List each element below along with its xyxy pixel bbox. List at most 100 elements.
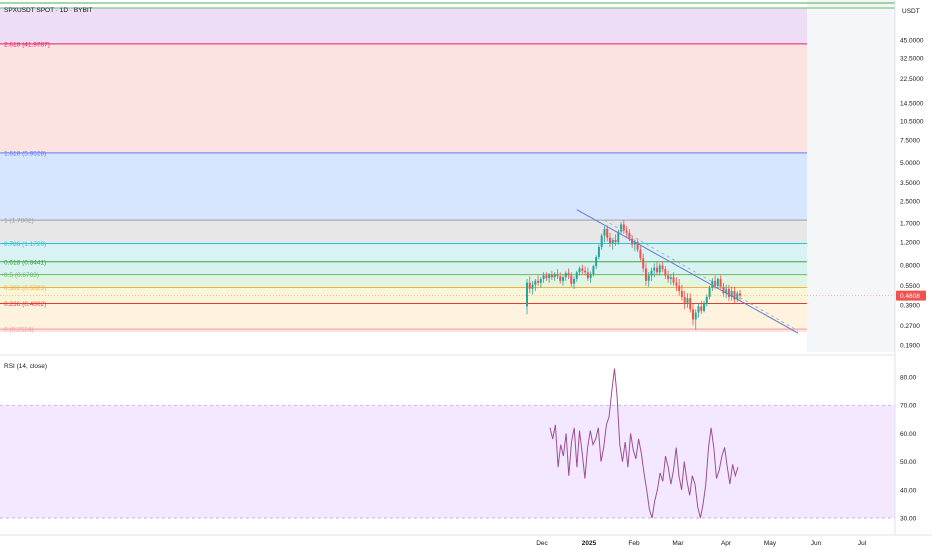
fib-level-label: 0.236 (0.4002) bbox=[4, 301, 46, 308]
candle-body bbox=[614, 239, 617, 243]
candle-body bbox=[739, 293, 741, 296]
candle-body bbox=[631, 238, 634, 245]
rsi-tick-label: 70.00 bbox=[900, 403, 917, 410]
price-tick-label: 22.5000 bbox=[900, 76, 924, 83]
candle-body bbox=[628, 232, 631, 239]
time-tick-label: May bbox=[764, 540, 777, 547]
candle-body bbox=[633, 242, 636, 245]
candle-body bbox=[683, 296, 686, 304]
candle-body bbox=[592, 266, 595, 274]
candle bbox=[644, 263, 647, 286]
candle-body bbox=[727, 288, 730, 297]
trendline bbox=[576, 209, 799, 334]
fib-level-label: 0.5 (0.6703) bbox=[4, 272, 39, 279]
price-tick-label: 0.1900 bbox=[900, 343, 920, 350]
candle bbox=[647, 272, 650, 287]
rsi-pane[interactable] bbox=[0, 354, 932, 519]
candle bbox=[575, 270, 578, 282]
candle-body bbox=[700, 306, 703, 311]
candle-body bbox=[570, 275, 573, 284]
candle-body bbox=[573, 279, 576, 284]
candle bbox=[581, 264, 584, 274]
candle-body bbox=[625, 230, 628, 233]
candle bbox=[531, 280, 534, 295]
fib-zone bbox=[0, 287, 807, 304]
candle bbox=[667, 270, 670, 283]
candle bbox=[603, 226, 606, 243]
rsi-band bbox=[0, 405, 895, 518]
candle-body bbox=[567, 273, 570, 276]
candle-body bbox=[689, 298, 692, 310]
candle-body bbox=[611, 239, 614, 244]
fib-zone bbox=[0, 261, 807, 275]
candle-body bbox=[722, 286, 725, 294]
symbol-title: SPXUSDT SPOT · 1D · BYBIT bbox=[4, 7, 93, 14]
rsi-title: RSI (14, close) bbox=[4, 363, 47, 370]
candle bbox=[597, 244, 600, 260]
candle-body bbox=[526, 282, 528, 307]
candle-body bbox=[669, 277, 672, 280]
time-tick-label: Dec bbox=[536, 540, 548, 547]
candle-body bbox=[584, 270, 587, 273]
candle-body bbox=[694, 312, 697, 320]
price-tick-label: 32.5000 bbox=[900, 56, 924, 63]
price-pane[interactable]: 0 (0.2524) 0.236 (0.4002) 0.382 (0.5323) 0.… bbox=[0, 0, 895, 352]
candle bbox=[636, 238, 639, 253]
rsi-line bbox=[549, 368, 739, 519]
candle bbox=[570, 272, 573, 287]
rsi-tick-label: 80.00 bbox=[900, 375, 917, 382]
candle-body bbox=[550, 274, 553, 278]
candle-body bbox=[705, 296, 708, 304]
candle bbox=[526, 279, 528, 315]
candle-body bbox=[716, 279, 719, 286]
candle-body bbox=[664, 269, 667, 276]
candle bbox=[678, 279, 681, 296]
candle bbox=[689, 293, 692, 313]
candle-body bbox=[678, 285, 681, 292]
candle-body bbox=[644, 268, 647, 281]
candle bbox=[661, 261, 664, 273]
price-tick-label: 3.5000 bbox=[900, 180, 920, 187]
price-tick-label: 1.7000 bbox=[900, 220, 920, 227]
candle-body bbox=[528, 282, 531, 289]
candle bbox=[550, 270, 553, 280]
candle-body bbox=[617, 231, 620, 243]
candle-body bbox=[595, 257, 598, 267]
fib-zone bbox=[0, 8, 807, 44]
candle bbox=[708, 285, 711, 300]
fib-level-label: 2.618 (41.9787) bbox=[4, 41, 50, 48]
fib-level-label: 1.618 (5.9528) bbox=[4, 150, 46, 157]
candle bbox=[725, 284, 728, 299]
candle bbox=[617, 229, 620, 245]
candle-body bbox=[531, 284, 534, 289]
candle bbox=[539, 277, 542, 288]
candle-body bbox=[711, 280, 714, 288]
candle bbox=[564, 271, 567, 281]
time-tick-label: Apr bbox=[721, 540, 732, 547]
candle bbox=[656, 262, 659, 276]
candle-body bbox=[553, 273, 556, 278]
time-tick-label: 2025 bbox=[582, 540, 597, 547]
candle-body bbox=[606, 228, 609, 238]
candle bbox=[705, 294, 708, 307]
fib-zone bbox=[0, 220, 807, 244]
candle bbox=[622, 220, 625, 234]
candle-body bbox=[650, 270, 653, 276]
price-tick-label: 0.5500 bbox=[900, 283, 920, 290]
candle bbox=[553, 272, 556, 281]
fib-zone bbox=[0, 243, 807, 262]
candle bbox=[589, 271, 592, 283]
candle-body bbox=[667, 275, 670, 280]
dashed-trendline bbox=[604, 219, 799, 332]
time-tick-label: Jun bbox=[811, 540, 822, 547]
candle-body bbox=[575, 272, 578, 280]
future-region bbox=[807, 0, 895, 352]
candle bbox=[675, 277, 678, 292]
price-tick-label: 2.5000 bbox=[900, 199, 920, 206]
candle bbox=[559, 272, 562, 284]
candle bbox=[650, 267, 653, 281]
candle-body bbox=[703, 303, 706, 311]
fib-zone bbox=[0, 329, 807, 332]
candle bbox=[700, 300, 703, 315]
